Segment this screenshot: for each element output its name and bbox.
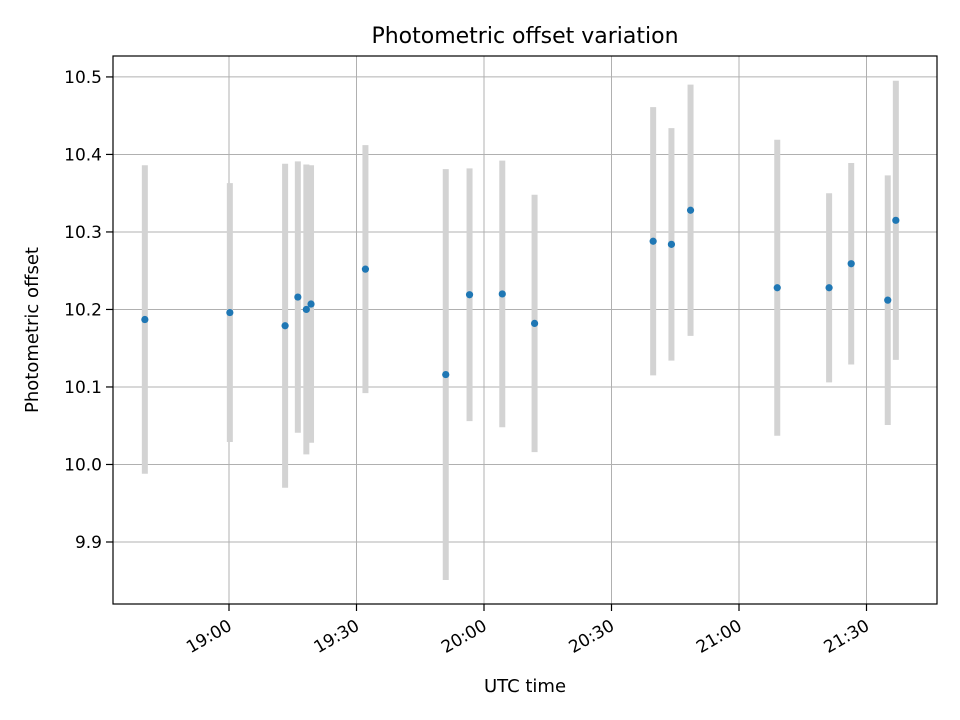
y-tick-label: 9.9 <box>75 533 102 553</box>
data-points <box>141 206 900 379</box>
y-tick-label: 10.3 <box>64 223 102 243</box>
data-point <box>892 216 900 224</box>
data-point <box>825 284 833 292</box>
data-point <box>307 300 315 308</box>
data-point <box>361 265 370 273</box>
data-point <box>226 308 234 317</box>
data-point <box>686 206 695 214</box>
y-tick-label: 10.5 <box>64 68 102 88</box>
grid-lines <box>113 56 937 604</box>
y-tick-label: 10.2 <box>64 300 102 320</box>
data-point <box>884 296 892 304</box>
data-point <box>530 319 539 328</box>
data-point <box>302 305 310 314</box>
y-tick-label: 10.0 <box>64 455 102 475</box>
data-point <box>498 290 506 298</box>
data-point <box>649 237 657 245</box>
chart-title: Photometric offset variation <box>371 24 678 49</box>
y-axis-label: Photometric offset <box>22 247 43 413</box>
data-point <box>465 291 474 299</box>
data-point <box>667 240 676 248</box>
y-tick-label: 10.1 <box>64 378 102 398</box>
data-point <box>442 370 450 379</box>
x-axis-label: UTC time <box>484 676 566 697</box>
data-point <box>294 293 302 301</box>
data-point <box>773 284 781 292</box>
y-tick-label: 10.4 <box>64 145 102 165</box>
data-point <box>847 260 855 268</box>
plot-frame <box>112 55 938 605</box>
data-point <box>281 322 289 330</box>
y-axis-ticks: 9.9 10.0 10.1 10.2 10.3 10.4 10.5 <box>64 68 113 553</box>
data-point <box>141 315 149 324</box>
